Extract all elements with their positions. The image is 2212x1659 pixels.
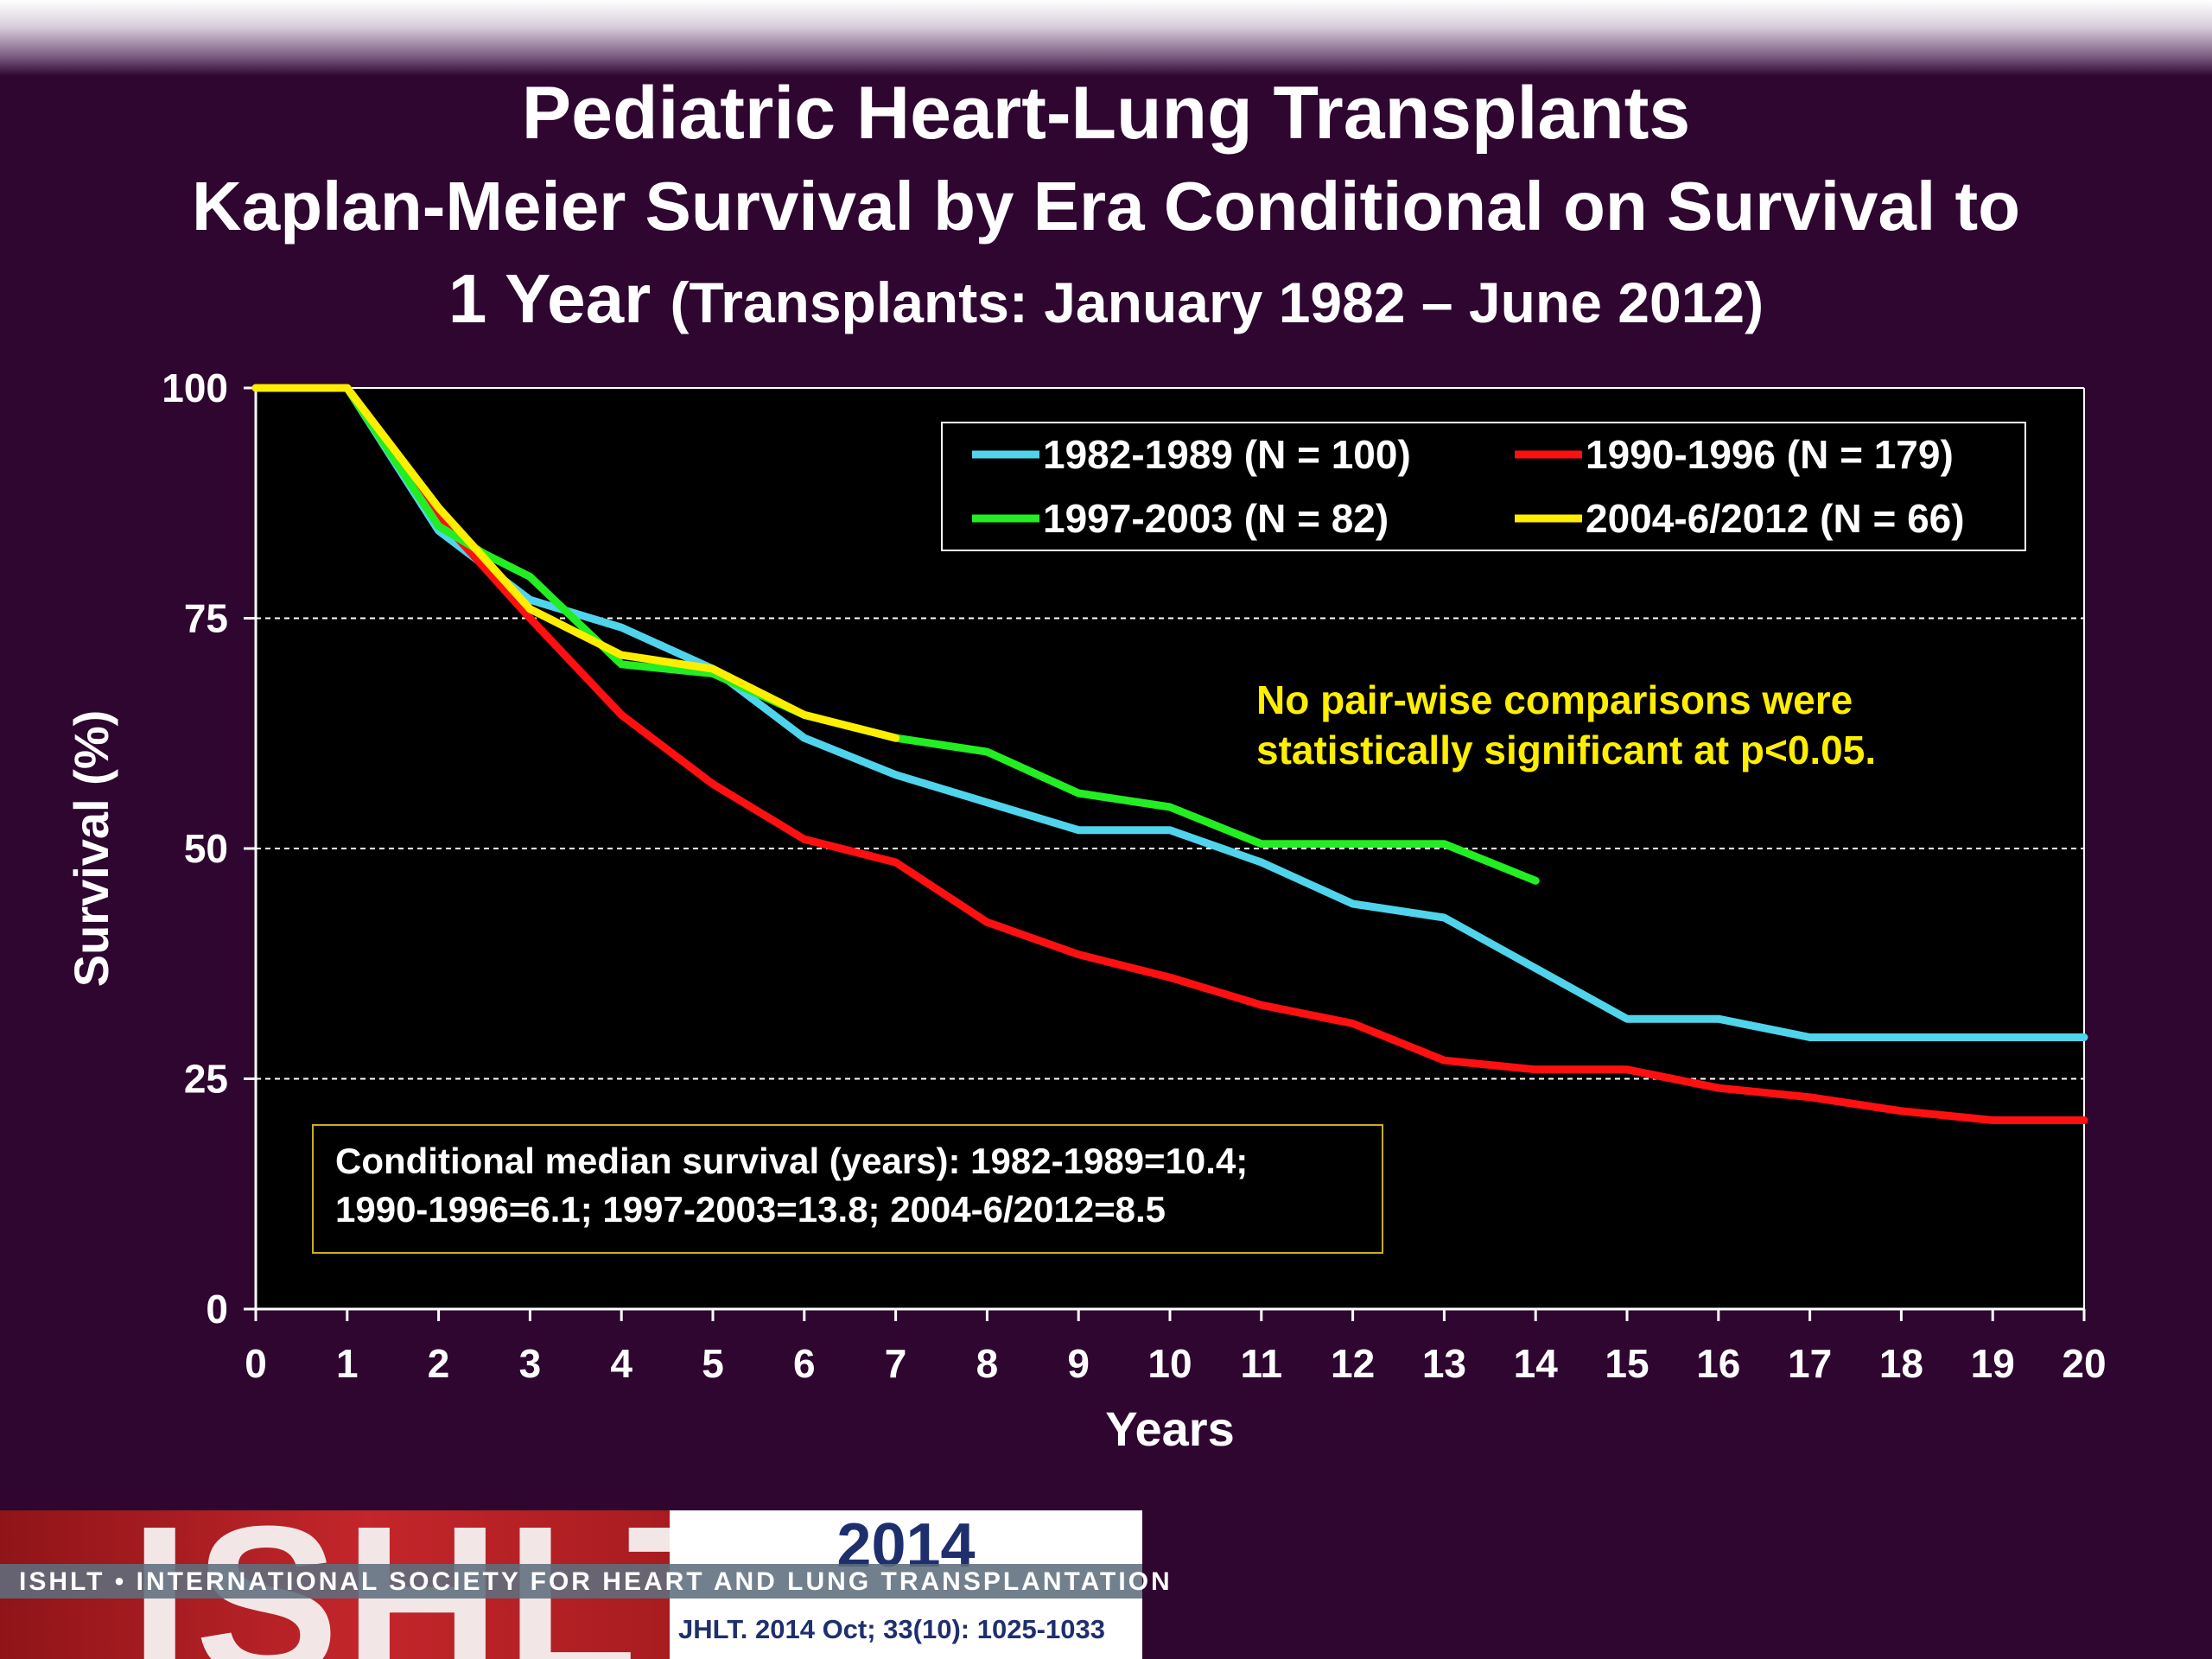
chart-subtitle: Kaplan-Meier Survival by Era Conditional… — [191, 168, 2020, 245]
x-tick-labels: 0 1 2 3 4 5 6 7 8 9 10 11 12 13 14 15 16 17 18 19 20 — [245, 1309, 2107, 1386]
legend-box — [941, 422, 2026, 551]
y-tick-label-75: 75 — [184, 596, 228, 641]
chart-title: Pediatric Heart-Lung Transplants — [521, 72, 1691, 155]
header-gradient-band — [0, 0, 2212, 76]
x-tick-label-12: 12 — [1331, 1341, 1375, 1386]
median-survival-box: Conditional median survival (years): 198… — [312, 1124, 1383, 1254]
legend-label-0: 1982-1989 (N = 100) — [1043, 432, 1411, 477]
chart-subtitle-continued: 1 Year (Transplants: January 1982 – June… — [0, 259, 2212, 339]
x-tick-label-6: 6 — [793, 1341, 816, 1386]
footer: ISHLT 2014 ISHLT • INTERNATIONAL SOCIETY… — [0, 1510, 1170, 1659]
y-tick-label-0: 0 — [206, 1287, 228, 1332]
series-line-3 — [251, 384, 900, 742]
y-tick-labels: 0 25 50 75 100 — [162, 365, 256, 1332]
legend: 1982-1989 (N = 100) 1990-1996 (N = 179) 19… — [941, 422, 2026, 551]
x-tick-label-13: 13 — [1422, 1341, 1466, 1386]
journal-citation: JHLT. 2014 Oct; 33(10): 1025-1033 — [678, 1614, 1105, 1644]
series-line-0 — [251, 384, 2088, 1041]
x-tick-label-8: 8 — [976, 1341, 999, 1386]
annotation-line-1: No pair-wise comparisons were — [1256, 677, 1853, 722]
society-band: ISHLT • INTERNATIONAL SOCIETY FOR HEART … — [0, 1564, 1170, 1599]
y-axis-label: Survival (%) — [64, 710, 118, 988]
y-tick-label-100: 100 — [162, 365, 228, 410]
gridlines — [256, 617, 2084, 1080]
median-line-2: 1990-1996=6.1; 1997-2003=13.8; 2004-6/20… — [335, 1189, 1166, 1230]
x-tick-label-1: 1 — [336, 1341, 359, 1386]
x-tick-label-17: 17 — [1788, 1341, 1832, 1386]
x-tick-label-4: 4 — [610, 1341, 632, 1386]
x-tick-label-18: 18 — [1879, 1341, 1923, 1386]
x-tick-label-16: 16 — [1696, 1341, 1740, 1386]
legend-label-2: 1997-2003 (N = 82) — [1043, 496, 1389, 541]
society-name: ISHLT • INTERNATIONAL SOCIETY FOR HEART … — [19, 1567, 1173, 1596]
series-lines — [251, 384, 2088, 1124]
x-tick-label-20: 20 — [2062, 1341, 2106, 1386]
x-tick-label-19: 19 — [1971, 1341, 2015, 1386]
median-line-1: Conditional median survival (years): 198… — [335, 1141, 1248, 1181]
subtitle-date-range: (Transplants: January 1982 – June 2012) — [670, 270, 1764, 334]
x-tick-label-15: 15 — [1605, 1341, 1649, 1386]
x-axis-label: Years — [1105, 1402, 1235, 1456]
x-tick-label-3: 3 — [519, 1341, 542, 1386]
median-box-frame — [312, 1124, 1383, 1254]
x-tick-label-9: 9 — [1067, 1341, 1090, 1386]
y-tick-label-50: 50 — [184, 826, 228, 871]
x-tick-label-11: 11 — [1240, 1341, 1282, 1386]
y-tick-label-25: 25 — [184, 1057, 228, 1102]
x-tick-label-14: 14 — [1514, 1341, 1559, 1386]
significance-annotation: No pair-wise comparisons were statistica… — [1256, 677, 1876, 772]
legend-label-1: 1990-1996 (N = 179) — [1586, 432, 1954, 477]
annotation-line-2: statistically significant at p<0.05. — [1256, 728, 1876, 772]
series-line-1 — [251, 384, 2088, 1124]
legend-label-3: 2004-6/2012 (N = 66) — [1586, 496, 1965, 541]
x-tick-label-10: 10 — [1147, 1341, 1192, 1386]
subtitle-main: 1 Year — [448, 260, 652, 337]
x-tick-label-5: 5 — [702, 1341, 724, 1386]
x-tick-label-0: 0 — [245, 1341, 267, 1386]
x-tick-label-2: 2 — [428, 1341, 450, 1386]
x-tick-label-7: 7 — [885, 1341, 907, 1386]
